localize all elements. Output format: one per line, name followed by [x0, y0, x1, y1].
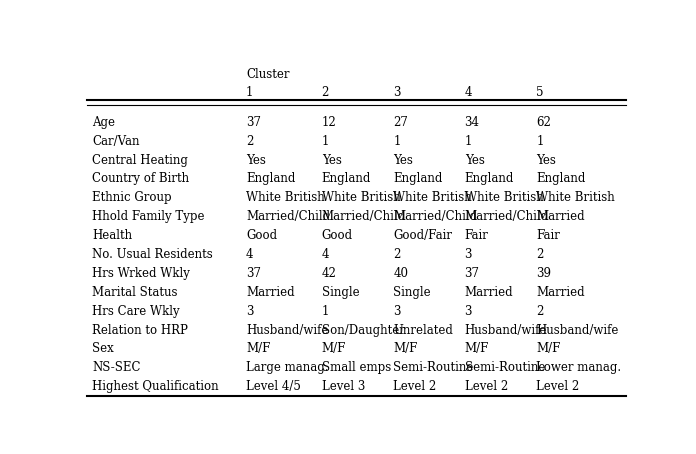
Text: 1: 1 — [246, 86, 253, 99]
Text: Married/Child: Married/Child — [393, 210, 477, 223]
Text: 42: 42 — [322, 267, 336, 280]
Text: 12: 12 — [322, 116, 336, 129]
Text: 2: 2 — [537, 305, 544, 318]
Text: Married: Married — [537, 210, 585, 223]
Text: NS-SEC: NS-SEC — [93, 361, 141, 374]
Text: 39: 39 — [537, 267, 551, 280]
Text: Level 2: Level 2 — [465, 380, 508, 393]
Text: 37: 37 — [246, 116, 261, 129]
Text: 37: 37 — [246, 267, 261, 280]
Text: White British: White British — [322, 192, 400, 204]
Text: 4: 4 — [322, 248, 329, 261]
Text: 1: 1 — [322, 135, 329, 148]
Text: Central Heating: Central Heating — [93, 153, 189, 167]
Text: Cluster: Cluster — [246, 69, 290, 81]
Text: M/F: M/F — [322, 342, 346, 355]
Text: Marital Status: Marital Status — [93, 286, 178, 299]
Text: 1: 1 — [537, 135, 544, 148]
Text: Good: Good — [246, 229, 277, 242]
Text: Yes: Yes — [393, 153, 413, 167]
Text: Good: Good — [322, 229, 353, 242]
Text: Relation to HRP: Relation to HRP — [93, 324, 189, 336]
Text: Husband/wife: Husband/wife — [537, 324, 619, 336]
Text: Single: Single — [393, 286, 431, 299]
Text: Large manag.: Large manag. — [246, 361, 329, 374]
Text: 27: 27 — [393, 116, 409, 129]
Text: Single: Single — [322, 286, 359, 299]
Text: Hrs Care Wkly: Hrs Care Wkly — [93, 305, 180, 318]
Text: England: England — [465, 173, 514, 186]
Text: 1: 1 — [322, 305, 329, 318]
Text: Level 2: Level 2 — [537, 380, 580, 393]
Text: Married: Married — [537, 286, 585, 299]
Text: 3: 3 — [465, 305, 472, 318]
Text: Age: Age — [93, 116, 116, 129]
Text: 2: 2 — [246, 135, 253, 148]
Text: M/F: M/F — [537, 342, 561, 355]
Text: Level 4/5: Level 4/5 — [246, 380, 301, 393]
Text: Lower manag.: Lower manag. — [537, 361, 622, 374]
Text: M/F: M/F — [465, 342, 489, 355]
Text: Unrelated: Unrelated — [393, 324, 453, 336]
Text: 3: 3 — [393, 86, 401, 99]
Text: Small emps: Small emps — [322, 361, 391, 374]
Text: M/F: M/F — [393, 342, 418, 355]
Text: Country of Birth: Country of Birth — [93, 173, 189, 186]
Text: Car/Van: Car/Van — [93, 135, 140, 148]
Text: 1: 1 — [465, 135, 472, 148]
Text: Fair: Fair — [537, 229, 560, 242]
Text: 2: 2 — [322, 86, 329, 99]
Text: Yes: Yes — [537, 153, 556, 167]
Text: 3: 3 — [246, 305, 253, 318]
Text: 1: 1 — [393, 135, 401, 148]
Text: 3: 3 — [393, 305, 401, 318]
Text: 40: 40 — [393, 267, 409, 280]
Text: White British: White British — [465, 192, 544, 204]
Text: 5: 5 — [537, 86, 544, 99]
Text: 4: 4 — [246, 248, 253, 261]
Text: No. Usual Residents: No. Usual Residents — [93, 248, 213, 261]
Text: White British: White British — [537, 192, 615, 204]
Text: 37: 37 — [465, 267, 480, 280]
Text: Hrs Wrked Wkly: Hrs Wrked Wkly — [93, 267, 190, 280]
Text: White British: White British — [246, 192, 325, 204]
Text: England: England — [246, 173, 296, 186]
Text: England: England — [393, 173, 443, 186]
Text: 3: 3 — [465, 248, 472, 261]
Text: Ethnic Group: Ethnic Group — [93, 192, 172, 204]
Text: Married/Child: Married/Child — [465, 210, 548, 223]
Text: Son/Daughter: Son/Daughter — [322, 324, 404, 336]
Text: England: England — [537, 173, 586, 186]
Text: Husband/wife: Husband/wife — [465, 324, 547, 336]
Text: 2: 2 — [393, 248, 401, 261]
Text: White British: White British — [393, 192, 472, 204]
Text: Sex: Sex — [93, 342, 114, 355]
Text: Married: Married — [465, 286, 513, 299]
Text: 4: 4 — [465, 86, 472, 99]
Text: Married: Married — [246, 286, 294, 299]
Text: Level 3: Level 3 — [322, 380, 365, 393]
Text: Yes: Yes — [322, 153, 342, 167]
Text: Semi-Routine: Semi-Routine — [465, 361, 545, 374]
Text: Yes: Yes — [246, 153, 266, 167]
Text: M/F: M/F — [246, 342, 271, 355]
Text: 62: 62 — [537, 116, 551, 129]
Text: Health: Health — [93, 229, 132, 242]
Text: Yes: Yes — [465, 153, 484, 167]
Text: Married/Child: Married/Child — [322, 210, 406, 223]
Text: Good/Fair: Good/Fair — [393, 229, 452, 242]
Text: 34: 34 — [465, 116, 480, 129]
Text: England: England — [322, 173, 371, 186]
Text: Fair: Fair — [465, 229, 489, 242]
Text: Semi-Routine: Semi-Routine — [393, 361, 474, 374]
Text: Hhold Family Type: Hhold Family Type — [93, 210, 205, 223]
Text: Husband/wife: Husband/wife — [246, 324, 329, 336]
Text: 2: 2 — [537, 248, 544, 261]
Text: Highest Qualification: Highest Qualification — [93, 380, 219, 393]
Text: Level 2: Level 2 — [393, 380, 436, 393]
Text: Married/Child: Married/Child — [246, 210, 330, 223]
